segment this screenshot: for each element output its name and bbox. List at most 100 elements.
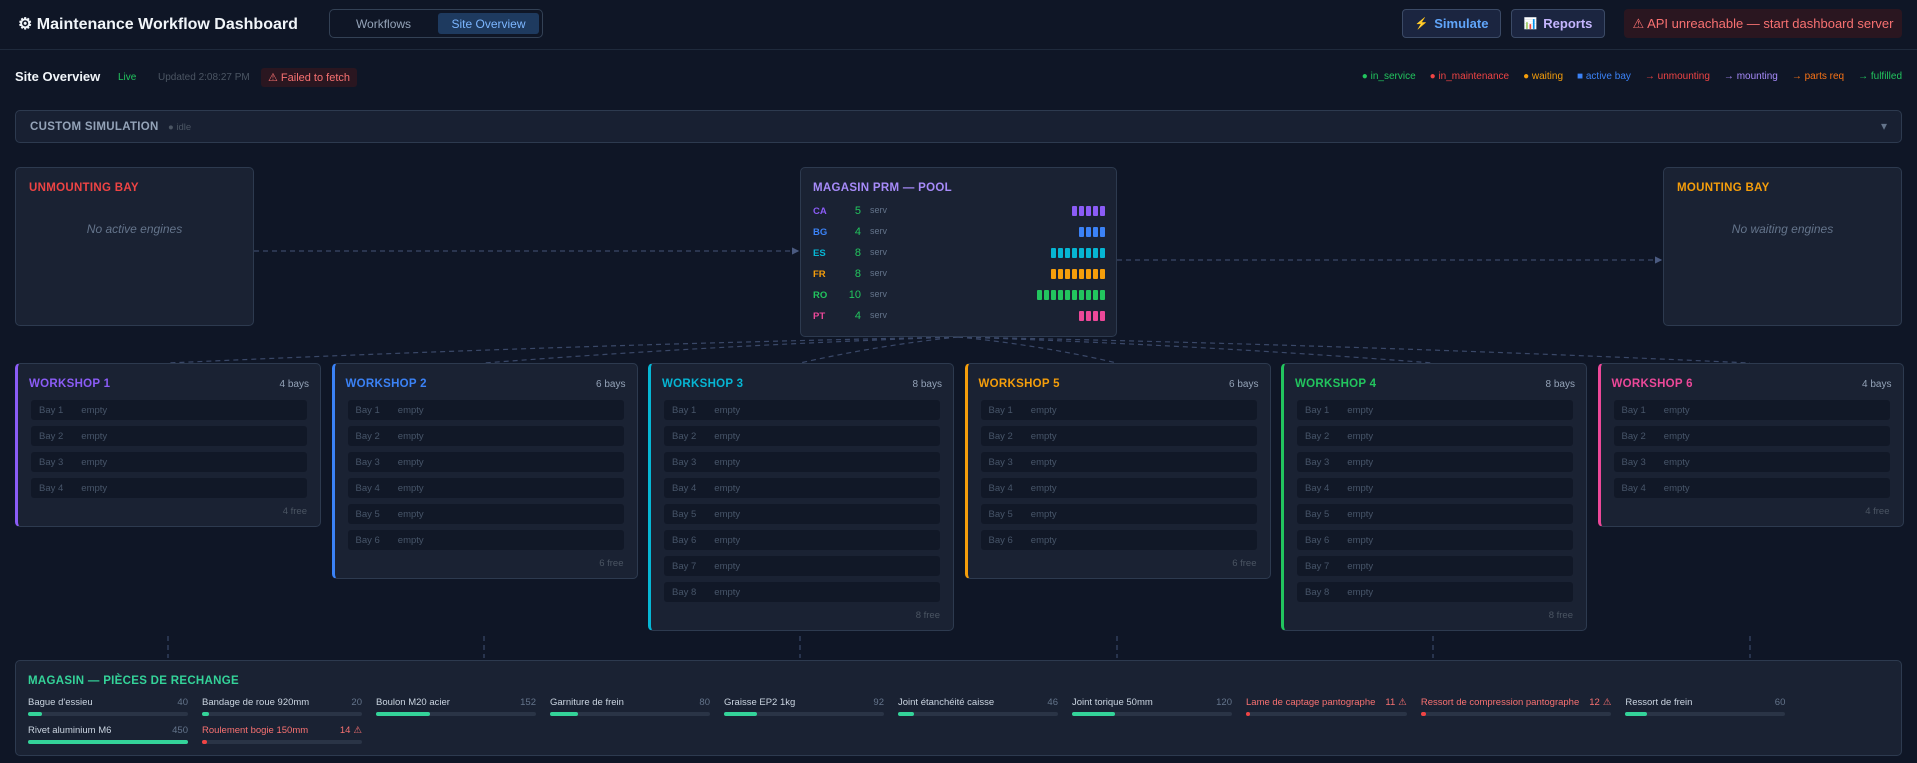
part-track <box>28 712 188 716</box>
workshop-name: WORKSHOP 2 <box>345 378 427 390</box>
bay-slot: Bay 4 empty <box>1297 478 1573 498</box>
fetch-error: ⚠ Failed to fetch <box>261 68 358 87</box>
legend-item: → mounting <box>1723 71 1778 82</box>
bay-status: empty <box>1347 560 1374 572</box>
pool-count: 4 <box>854 226 861 238</box>
pool-unit-square <box>1064 290 1070 300</box>
bay-message: No active engines <box>86 222 183 236</box>
header-button[interactable]: ⚡ Simulate <box>1402 9 1501 38</box>
pool-code: CA <box>813 206 827 217</box>
bay-slot: Bay 6 empty <box>980 530 1257 550</box>
pool-unit-square <box>1099 311 1105 321</box>
part-bar <box>1072 712 1115 716</box>
part-row: Ressort de compression pantographe 12 ⚠ <box>1421 697 1612 708</box>
bay-label: Bay 4 <box>39 482 64 494</box>
bay-slot: Bay 3 empty <box>1613 452 1890 472</box>
tab[interactable]: Site Overview <box>438 13 539 34</box>
bay-status: empty <box>397 482 424 494</box>
pool-gauge <box>1050 269 1105 279</box>
pool-unit-square <box>1036 290 1042 300</box>
pool-count: 8 <box>854 268 861 280</box>
pool-gauge <box>1050 248 1105 258</box>
part-qty-wrap: 14 ⚠ <box>340 725 362 736</box>
bay-slot: Bay 4 empty <box>347 478 624 498</box>
part-name: Joint torique 50mm <box>1072 697 1153 708</box>
bay-label: Bay 5 <box>672 508 697 520</box>
part-track <box>724 712 884 716</box>
simulation-status: ● idle <box>168 122 192 133</box>
pool-unit: serv <box>870 205 888 215</box>
pool-count: 10 <box>848 289 861 301</box>
pool-count: 4 <box>854 310 861 322</box>
tab-bar: Workflows Site Overview <box>329 9 543 38</box>
workshop-name: WORKSHOP 1 <box>29 378 111 390</box>
bay-label: Bay 7 <box>672 560 697 572</box>
part-bar <box>898 712 915 716</box>
header-button[interactable]: 📊 Reports <box>1511 9 1605 38</box>
pool-unit-square <box>1099 269 1105 279</box>
part-qty: 14 <box>339 725 351 736</box>
bay-message: No waiting engines <box>1731 222 1834 236</box>
part-qty: 40 <box>177 697 188 708</box>
part-bar <box>28 740 188 744</box>
bay-slot: Bay 3 empty <box>347 452 624 472</box>
bay-label: Bay 2 <box>355 430 380 442</box>
bay-label: Bay 4 <box>355 482 380 494</box>
bay-slot: Bay 3 empty <box>1297 452 1573 472</box>
bay-status: empty <box>1030 482 1057 494</box>
bay-label: Bay 2 <box>988 430 1013 442</box>
part-qty: 92 <box>873 697 884 708</box>
bay-status: empty <box>1347 534 1374 546</box>
legend-item: ● in_maintenance <box>1429 71 1510 82</box>
section-title: Site Overview <box>15 69 101 84</box>
simulation-toggle[interactable]: ▾ <box>1880 119 1887 133</box>
part-item: Garniture de frein 80 <box>550 697 710 716</box>
part-item: Boulon M20 acier 152 <box>376 697 536 716</box>
bay-label: Bay 5 <box>355 508 380 520</box>
bay-slot: Bay 1 empty <box>1297 400 1573 420</box>
part-row: Joint torique 50mm 120 <box>1072 697 1232 708</box>
pool-unit: serv <box>870 247 888 257</box>
pool-unit-square <box>1064 248 1070 258</box>
bay-label: Bay 2 <box>39 430 64 442</box>
bay-slot: Bay 2 empty <box>347 426 624 446</box>
part-qty: 152 <box>520 697 536 708</box>
pool-unit-square <box>1078 227 1084 237</box>
part-qty-wrap: 92 <box>873 697 884 708</box>
pool-code: BG <box>813 227 828 238</box>
bay-title: UNMOUNTING BAY <box>29 182 139 194</box>
bay-label: Bay 2 <box>1305 430 1330 442</box>
bay-status: empty <box>397 456 424 468</box>
part-item: Bague d'essieu 40 <box>28 697 188 716</box>
workshop-free: 6 free <box>1232 558 1257 569</box>
part-qty-wrap: 20 <box>351 697 362 708</box>
button-label: Simulate <box>1434 16 1489 31</box>
pool-unit-square <box>1085 290 1091 300</box>
pool-code: ES <box>813 248 826 259</box>
part-track <box>202 712 362 716</box>
part-row: Boulon M20 acier 152 <box>376 697 536 708</box>
part-row: Ressort de frein 60 <box>1625 697 1785 708</box>
pool-unit-square <box>1064 269 1070 279</box>
pool-gauge <box>1078 227 1105 237</box>
part-track <box>202 740 362 744</box>
button-icon: ⚡ <box>1414 18 1429 30</box>
part-item: Ressort de compression pantographe 12 ⚠ <box>1420 697 1612 716</box>
bay-slot: Bay 4 empty <box>1613 478 1890 498</box>
part-name: Bandage de roue 920mm <box>202 697 310 708</box>
part-row: Graisse EP2 1kg 92 <box>724 697 884 708</box>
bay-label: Bay 1 <box>355 404 380 416</box>
part-name: Rivet aluminium M6 <box>28 725 112 736</box>
bay-label: Bay 3 <box>672 456 697 468</box>
tab[interactable]: Workflows <box>355 16 412 31</box>
part-qty-wrap: 12 ⚠ <box>1589 697 1611 708</box>
bay-status: empty <box>1663 404 1690 416</box>
bay-status: empty <box>1030 430 1057 442</box>
bay-slot: Bay 2 empty <box>664 426 940 446</box>
workshop-name: WORKSHOP 4 <box>1295 378 1377 390</box>
workshop-bay-count: 4 bays <box>279 379 309 390</box>
